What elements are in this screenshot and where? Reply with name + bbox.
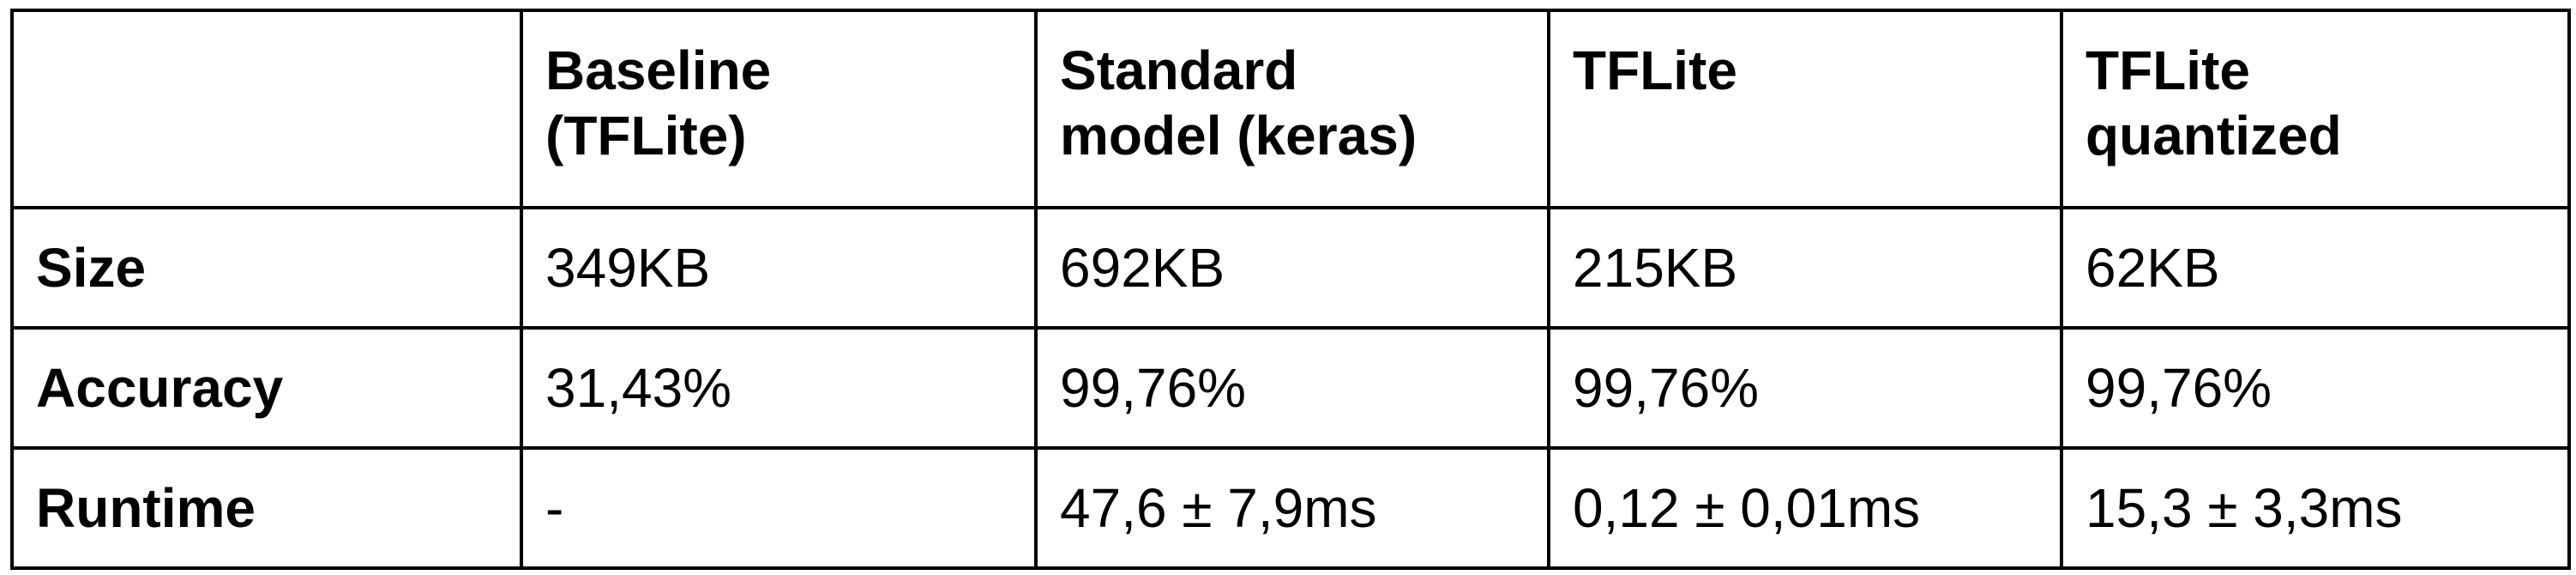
table-cell: 62KB <box>2060 206 2571 330</box>
table-cell: 47,6 ± 7,9ms <box>1034 446 1550 570</box>
table-cell: 99,76% <box>1547 326 2063 450</box>
table-cell: 99,76% <box>1034 326 1550 450</box>
table-row-size: Size 349KB 692KB 215KB 62KB <box>10 206 2571 330</box>
table-cell: 0,12 ± 0,01ms <box>1547 446 2063 570</box>
column-header-line: model (keras) <box>1060 105 1417 166</box>
table-row-accuracy: Accuracy 31,43% 99,76% 99,76% 99,76% <box>10 326 2571 450</box>
table-cell: 692KB <box>1034 206 1550 330</box>
table-cell: 31,43% <box>520 326 1038 450</box>
results-table: Baseline (TFLite) Standard model (keras) T… <box>10 9 2571 570</box>
column-header-line: TFLite <box>2085 39 2250 101</box>
table-row-runtime: Runtime - 47,6 ± 7,9ms 0,12 ± 0,01ms 15,… <box>10 446 2571 570</box>
table-cell: 15,3 ± 3,3ms <box>2060 446 2571 570</box>
column-header-standard-model: Standard model (keras) <box>1034 9 1550 209</box>
row-label: Size <box>10 206 523 330</box>
header-row: Baseline (TFLite) Standard model (keras) T… <box>10 9 2571 209</box>
column-header-tflite: TFLite <box>1547 9 2063 209</box>
table-cell: 349KB <box>520 206 1038 330</box>
column-header-line: Baseline <box>545 39 772 101</box>
row-label: Accuracy <box>10 326 523 450</box>
table-cell: - <box>520 446 1038 570</box>
row-label: Runtime <box>10 446 523 570</box>
column-header-line: quantized <box>2085 105 2342 166</box>
table-cell: 215KB <box>1547 206 2063 330</box>
table-cell: 99,76% <box>2060 326 2571 450</box>
column-header-baseline: Baseline (TFLite) <box>520 9 1038 209</box>
column-header-tflite-quantized: TFLite quantized <box>2060 9 2571 209</box>
column-header-line: TFLite <box>1573 39 1737 101</box>
column-header-line: Standard <box>1060 39 1298 101</box>
corner-cell <box>10 9 523 209</box>
column-header-line: (TFLite) <box>545 105 747 166</box>
